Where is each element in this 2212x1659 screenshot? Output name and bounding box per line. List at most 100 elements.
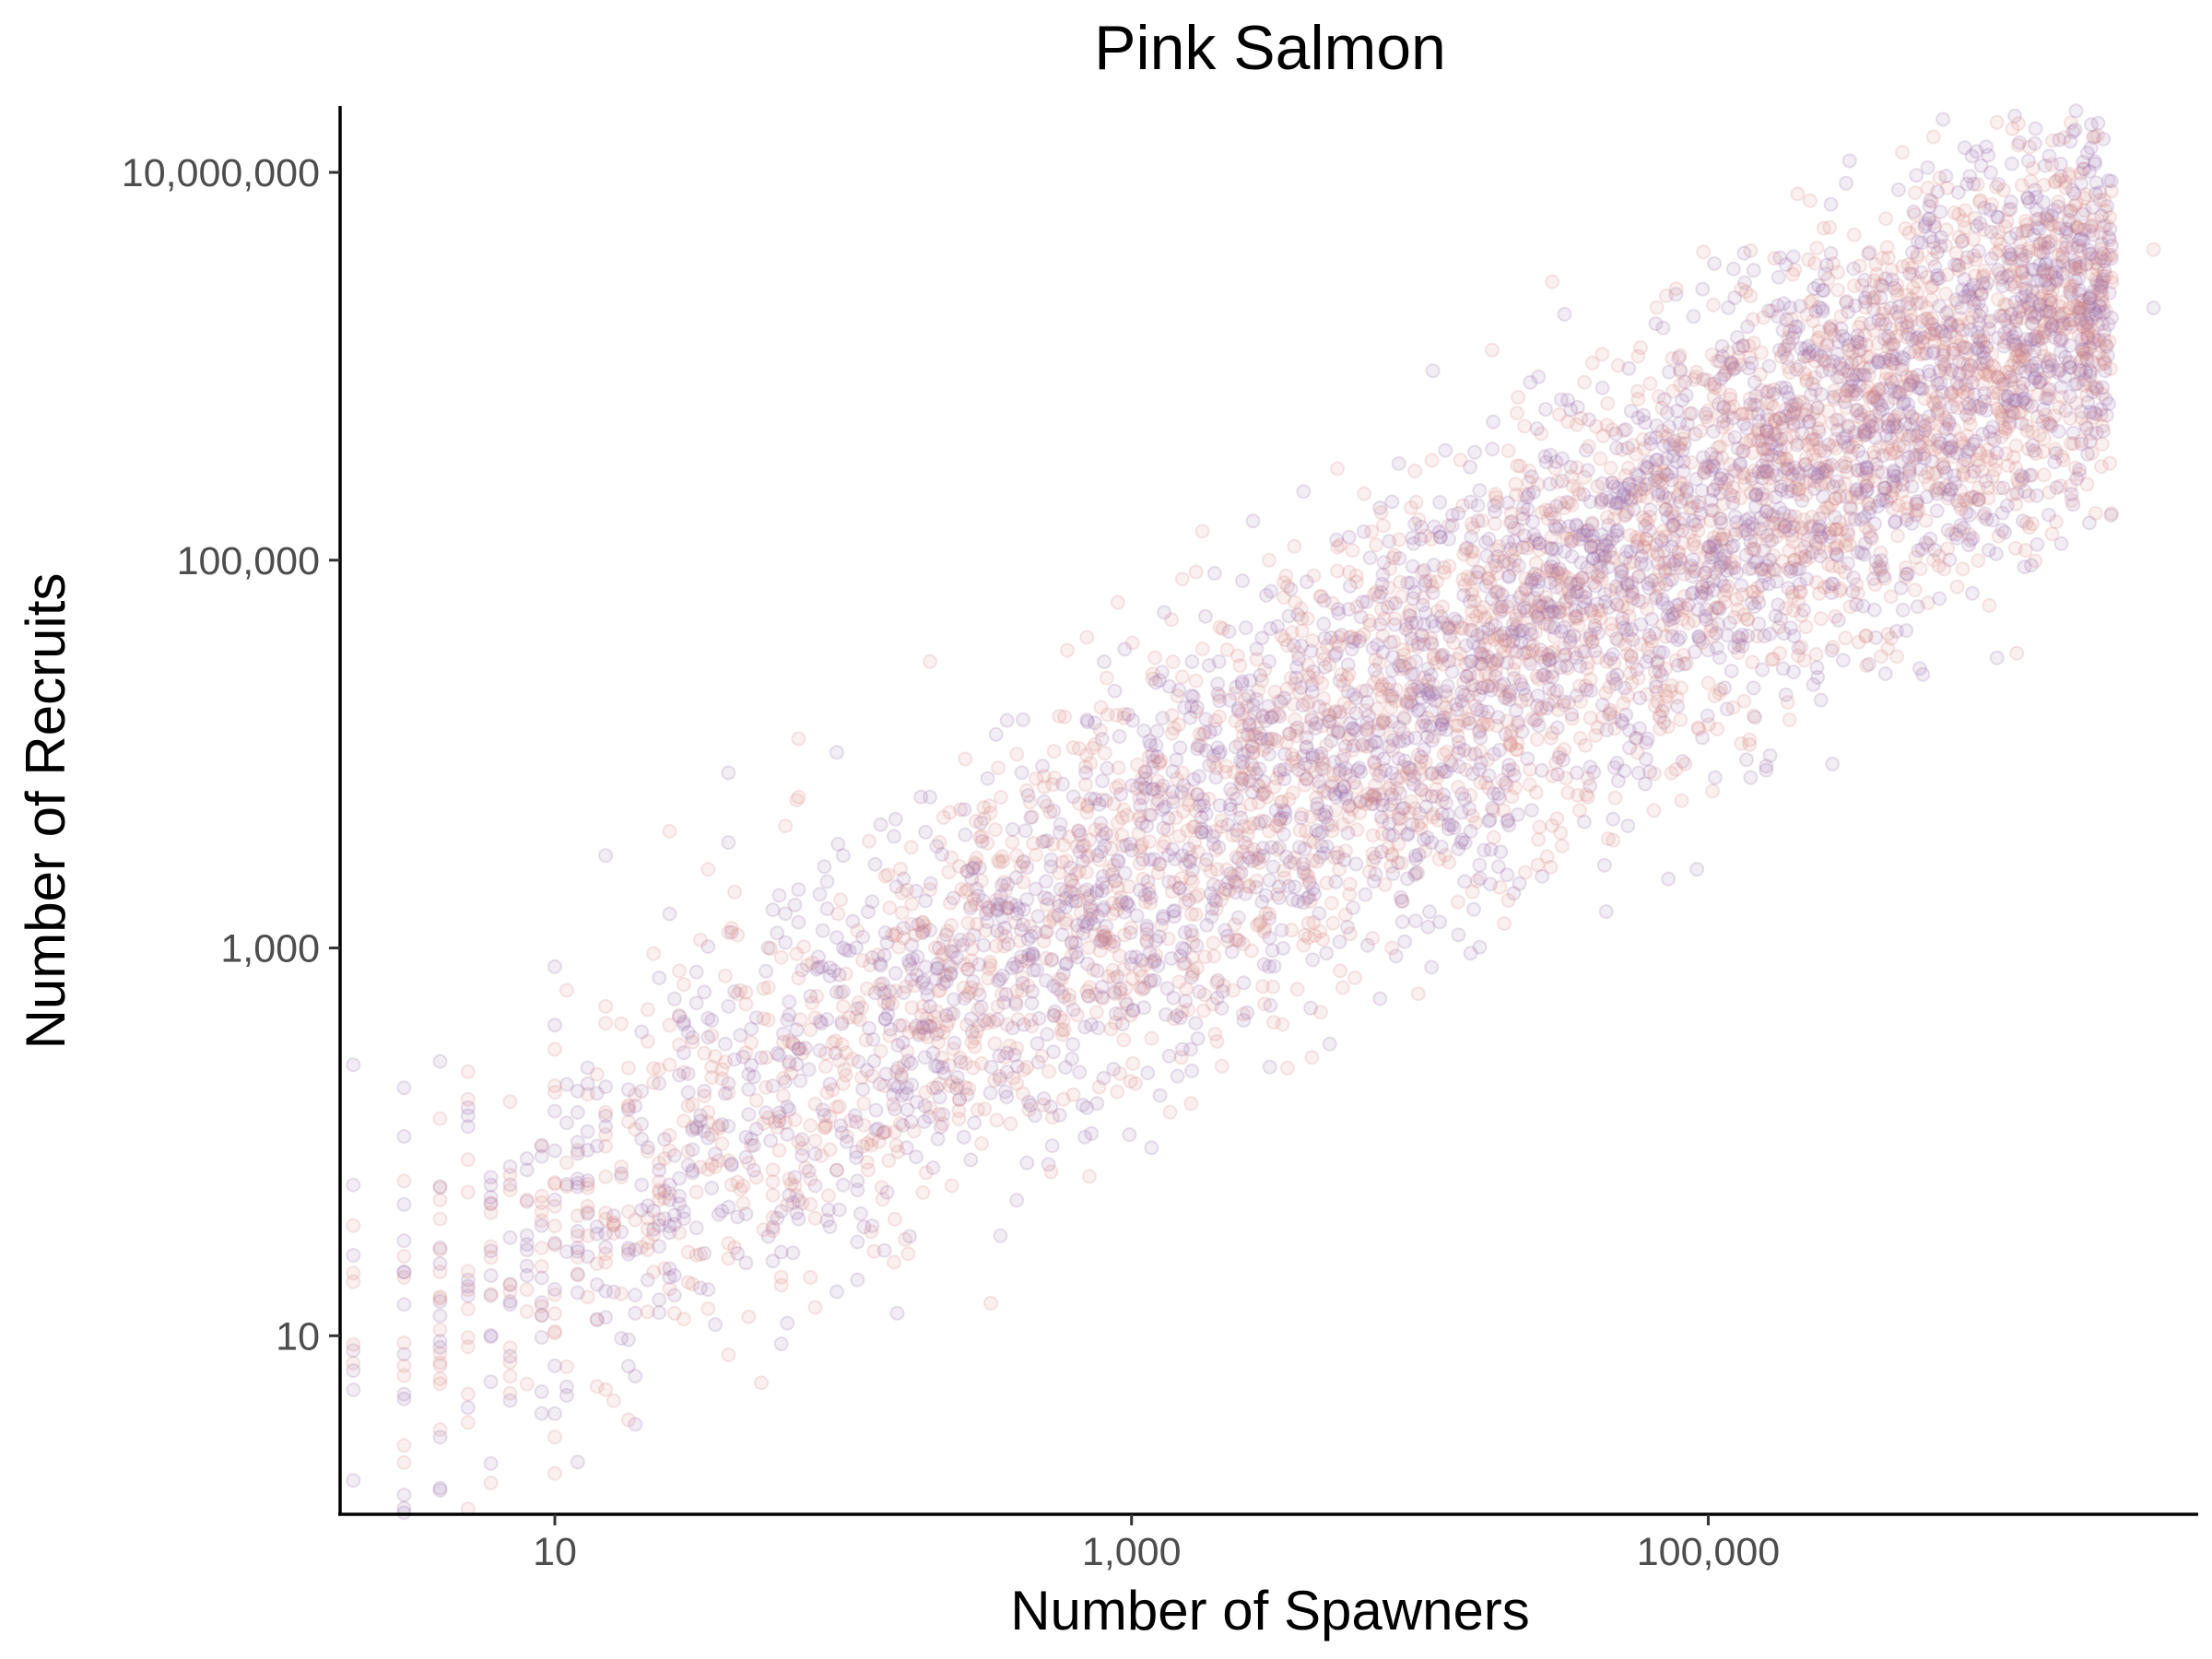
data-point	[1341, 529, 1357, 545]
data-point	[1938, 169, 1954, 183]
data-point	[1581, 439, 1596, 454]
data-point	[1517, 865, 1533, 880]
data-point	[1621, 360, 1637, 376]
data-point	[814, 1147, 830, 1163]
data-point	[1005, 822, 1020, 837]
data-point	[850, 1272, 865, 1288]
data-point	[2038, 241, 2053, 256]
data-point	[1281, 608, 1297, 624]
data-point	[2057, 369, 2073, 384]
data-point	[914, 975, 930, 990]
data-point	[1089, 848, 1105, 864]
data-point	[812, 1014, 828, 1030]
data-point	[780, 1315, 795, 1331]
data-point	[1959, 444, 1975, 460]
data-point	[1576, 814, 1592, 830]
data-point	[1094, 989, 1110, 1005]
data-point	[1818, 463, 1834, 478]
data-point	[1837, 564, 1853, 580]
data-point	[2069, 220, 2085, 235]
data-point	[1045, 777, 1061, 793]
data-point	[1733, 455, 1748, 471]
data-point	[652, 1292, 667, 1308]
data-point	[1711, 396, 1726, 412]
data-point	[1345, 543, 1360, 559]
data-point	[1735, 406, 1750, 421]
data-point	[1880, 395, 1896, 410]
data-point	[1486, 414, 1501, 429]
data-point	[904, 1000, 920, 1016]
data-point	[744, 1021, 759, 1037]
data-point	[1475, 513, 1489, 528]
data-point	[1707, 255, 1723, 271]
data-point	[2041, 388, 2056, 403]
data-point	[1065, 1037, 1081, 1053]
data-point	[1188, 1016, 1204, 1031]
data-point	[917, 1050, 933, 1065]
data-point	[570, 1285, 585, 1300]
data-point	[1257, 996, 1272, 1012]
data-point	[1071, 824, 1086, 839]
data-point	[589, 1219, 605, 1234]
data-point	[1467, 444, 1483, 460]
data-point	[1524, 803, 1539, 818]
data-point	[1841, 304, 1856, 320]
data-point	[989, 924, 1005, 938]
data-point	[614, 1166, 629, 1182]
data-point	[1899, 495, 1914, 511]
data-point	[570, 1105, 585, 1120]
data-point	[2046, 203, 2062, 218]
data-point	[744, 1035, 759, 1051]
data-point	[1517, 418, 1533, 434]
data-point	[1972, 193, 1988, 208]
data-point	[787, 897, 803, 912]
data-point	[2077, 342, 2093, 358]
data-point	[1610, 523, 1625, 538]
data-point	[1951, 206, 1967, 222]
data-point	[598, 1246, 614, 1262]
data-point	[1586, 534, 1602, 549]
data-point	[918, 824, 934, 840]
data-point	[502, 1340, 518, 1356]
data-point	[1745, 312, 1760, 327]
data-point	[967, 1115, 982, 1131]
data-point	[1402, 656, 1418, 671]
data-point	[1991, 528, 2006, 544]
data-point	[1428, 618, 1442, 634]
data-point	[1880, 329, 1896, 344]
data-point	[850, 923, 865, 938]
data-point	[1620, 818, 1636, 833]
data-point	[1307, 928, 1323, 944]
data-point	[1015, 712, 1030, 727]
data-point	[1338, 760, 1354, 776]
data-point	[822, 1077, 838, 1092]
data-point	[1598, 904, 1614, 919]
data-point	[1383, 797, 1399, 813]
data-point	[1818, 443, 1832, 459]
data-point	[1372, 991, 1388, 1006]
data-point	[807, 1096, 823, 1112]
data-point	[1394, 894, 1410, 909]
data-point	[1097, 746, 1112, 761]
data-point	[1281, 792, 1297, 807]
data-point	[1888, 478, 1903, 494]
data-point	[1819, 337, 1835, 353]
data-point	[1500, 535, 1516, 549]
data-point	[1416, 714, 1431, 730]
data-point	[1008, 996, 1024, 1012]
data-point	[1425, 363, 1441, 379]
data-point	[1501, 556, 1517, 571]
data-point	[1883, 300, 1899, 316]
data-point	[1862, 409, 1877, 425]
data-point	[1785, 588, 1801, 604]
data-point	[890, 1038, 906, 1053]
data-point	[907, 978, 923, 994]
data-point	[1596, 550, 1612, 566]
data-point	[1210, 740, 1226, 756]
data-point	[1030, 1054, 1046, 1070]
data-point	[1129, 908, 1145, 924]
data-point	[598, 1310, 614, 1325]
data-point	[900, 1246, 916, 1262]
data-point	[915, 1184, 931, 1200]
